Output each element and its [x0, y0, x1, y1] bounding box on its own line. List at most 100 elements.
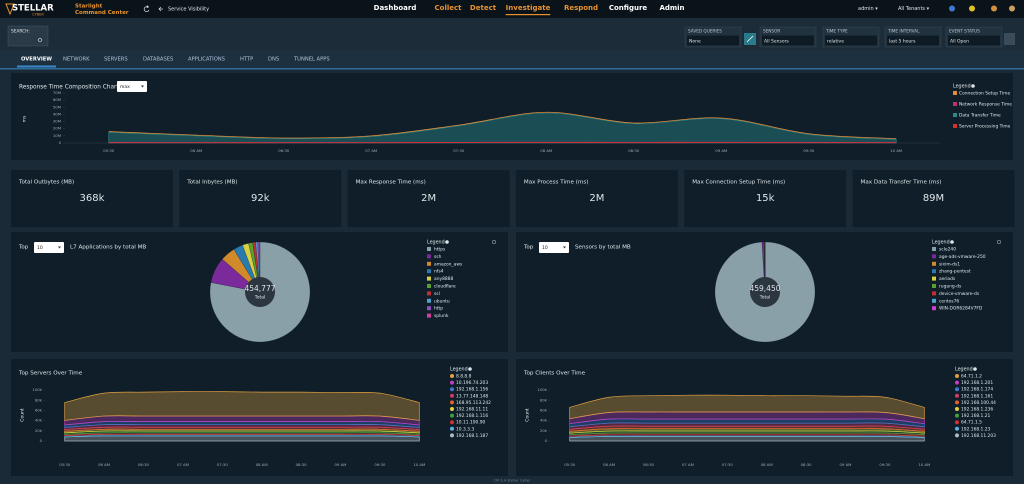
legend-swatch[interactable]: [932, 247, 936, 251]
legend-label[interactable]: age-ads-vmware-250: [939, 254, 986, 260]
legend-add-icon[interactable]: [445, 240, 449, 244]
legend-label[interactable]: scle240: [939, 247, 956, 253]
legend-label[interactable]: Connection Setup Time: [959, 91, 1010, 97]
legend-label[interactable]: 64.71.1.5: [961, 420, 982, 426]
tab[interactable]: TUNNEL APPS: [293, 57, 330, 63]
legend-swatch[interactable]: [427, 313, 431, 318]
legend-label[interactable]: rugang-ds: [939, 284, 962, 290]
legend-label[interactable]: http: [434, 306, 443, 312]
legend-swatch[interactable]: [450, 393, 454, 398]
tab[interactable]: DNS: [268, 57, 279, 63]
legend-label[interactable]: splunk: [434, 313, 449, 319]
legend-swatch[interactable]: [955, 420, 959, 425]
legend-swatch[interactable]: [932, 298, 936, 303]
nav-item[interactable]: Admin: [659, 4, 684, 12]
legend-label[interactable]: 192.168.100.44: [961, 400, 996, 406]
legend-swatch[interactable]: [932, 284, 936, 288]
legend-swatch[interactable]: [932, 261, 936, 266]
refresh-icon[interactable]: [491, 239, 497, 245]
legend-label[interactable]: 13.77.148.148: [456, 393, 488, 399]
legend-swatch[interactable]: [953, 113, 957, 117]
legend-label[interactable]: 64.71.1.2: [961, 374, 982, 380]
tab[interactable]: HTTP: [240, 57, 253, 63]
tab[interactable]: NETWORK: [63, 57, 90, 63]
legend-label[interactable]: Data Transfer Time: [959, 113, 1001, 119]
nav-item[interactable]: Respond: [564, 4, 598, 12]
legend-swatch[interactable]: [932, 306, 936, 311]
legend-swatch[interactable]: [955, 380, 959, 385]
legend-add-icon[interactable]: [973, 367, 977, 371]
legend-label[interactable]: cloudflare: [434, 284, 456, 290]
legend-label[interactable]: 192.168.1.161: [961, 393, 993, 399]
legend-swatch[interactable]: [932, 254, 936, 259]
nav-item[interactable]: Configure: [609, 4, 648, 12]
legend-swatch[interactable]: [953, 124, 957, 128]
legend-label[interactable]: nfs4: [434, 269, 444, 275]
legend-swatch[interactable]: [953, 102, 957, 106]
legend-swatch[interactable]: [955, 407, 959, 411]
legend-label[interactable]: 192.168.1.201: [961, 380, 993, 386]
tab[interactable]: SERVERS: [104, 57, 128, 63]
legend-swatch[interactable]: [427, 254, 431, 259]
legend-swatch[interactable]: [955, 387, 959, 392]
legend-swatch[interactable]: [932, 269, 936, 274]
legend-swatch[interactable]: [450, 380, 454, 385]
tab[interactable]: APPLICATIONS: [188, 57, 225, 63]
legend-label[interactable]: device-vmware-ds: [939, 291, 980, 297]
search-box[interactable]: [7, 25, 49, 47]
legend-label[interactable]: 192.168.1.23: [961, 426, 991, 432]
legend-swatch[interactable]: [427, 269, 431, 274]
legend-swatch[interactable]: [450, 400, 454, 405]
legend-label[interactable]: https: [434, 247, 446, 253]
legend-label[interactable]: 192.168.1.174: [961, 387, 993, 393]
legend-label[interactable]: ubuntu: [434, 298, 450, 304]
more-button[interactable]: [1004, 33, 1015, 45]
tab[interactable]: OVERVIEW: [21, 57, 52, 63]
legend-label[interactable]: 192.168.1.187: [456, 433, 488, 439]
tab[interactable]: DATABASES: [143, 57, 173, 63]
legend-label[interactable]: 192.168.1.156: [456, 387, 488, 393]
legend-label[interactable]: WIN-DOR6284V7FD: [939, 306, 983, 312]
legend-swatch[interactable]: [955, 433, 959, 438]
header-icon[interactable]: [991, 5, 997, 12]
nav-item[interactable]: Dashboard: [374, 4, 417, 12]
select-box[interactable]: [117, 81, 147, 92]
legend-swatch[interactable]: [450, 413, 454, 418]
nav-item[interactable]: Collect: [435, 4, 463, 12]
legend-swatch[interactable]: [450, 433, 454, 438]
legend-swatch[interactable]: [427, 291, 431, 296]
legend-label[interactable]: zhang-pentest: [939, 269, 971, 275]
legend-label[interactable]: amazon_aws: [434, 262, 463, 267]
nav-item[interactable]: Detect: [470, 4, 497, 12]
legend-add-icon[interactable]: [950, 240, 954, 244]
legend-swatch[interactable]: [427, 247, 431, 251]
header-icon[interactable]: [969, 5, 975, 12]
legend-swatch[interactable]: [450, 420, 454, 425]
legend-label[interactable]: 192.168.1.21: [961, 413, 991, 419]
legend-swatch[interactable]: [955, 393, 959, 398]
user-menu[interactable]: admin ▾: [858, 6, 878, 12]
legend-add-icon[interactable]: [468, 367, 472, 371]
legend-label[interactable]: any8888: [434, 276, 453, 282]
select-box[interactable]: [539, 242, 569, 253]
nav-item[interactable]: Investigate: [506, 4, 551, 12]
legend-add-icon[interactable]: [971, 84, 975, 88]
legend-label[interactable]: aeriads: [939, 276, 956, 282]
legend-label[interactable]: ssl: [434, 291, 440, 297]
legend-label[interactable]: 168.95.113.242: [456, 400, 491, 406]
legend-label[interactable]: 10.3.3.3: [456, 426, 474, 432]
legend-swatch[interactable]: [427, 306, 431, 311]
legend-label[interactable]: ssh: [434, 254, 442, 260]
legend-swatch[interactable]: [955, 400, 959, 405]
legend-swatch[interactable]: [427, 284, 431, 288]
header-icon[interactable]: [949, 5, 955, 12]
legend-label[interactable]: 10.196.74.203: [456, 380, 488, 386]
legend-swatch[interactable]: [955, 413, 959, 418]
legend-label[interactable]: 192.168.1.236: [961, 407, 993, 413]
select-box[interactable]: [34, 242, 64, 253]
legend-swatch[interactable]: [427, 261, 431, 266]
legend-swatch[interactable]: [953, 91, 957, 95]
legend-swatch[interactable]: [427, 276, 431, 281]
legend-swatch[interactable]: [955, 374, 959, 378]
legend-label[interactable]: centos76: [939, 298, 959, 304]
